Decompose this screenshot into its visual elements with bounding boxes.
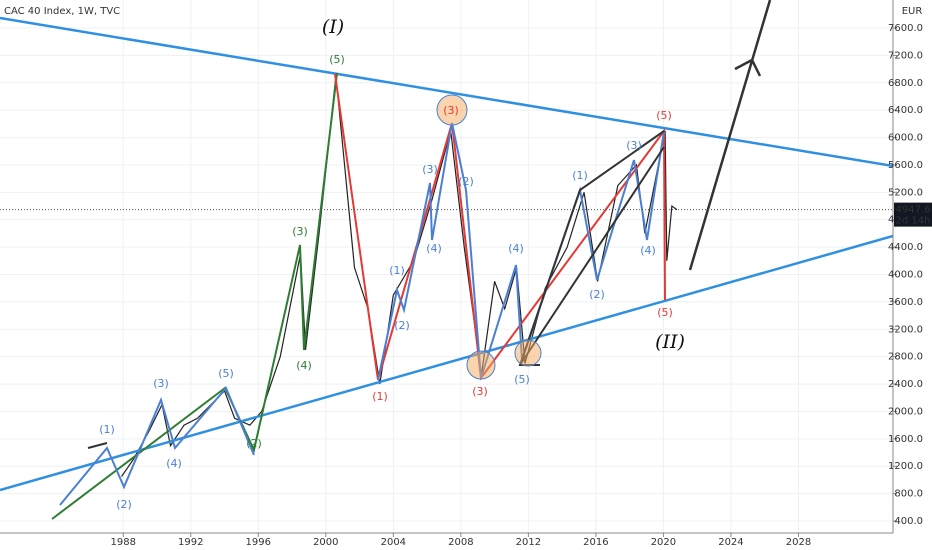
y-tick-label: 3600.0 bbox=[888, 297, 923, 308]
y-tick-label: 400.0 bbox=[894, 516, 923, 527]
x-tick-label: 2024 bbox=[718, 537, 743, 548]
wave-labels: (I) (II) (5) (3) (4) (5) (2) (1) (2) (3)… bbox=[99, 16, 685, 511]
y-tick-label: 4400.0 bbox=[888, 242, 923, 253]
wave-label: (4) bbox=[166, 457, 182, 470]
lower-trendline bbox=[0, 234, 894, 492]
y-tick-label: 1200.0 bbox=[888, 461, 923, 472]
wave-label: (4) bbox=[508, 242, 524, 255]
y-tick-label: 800.0 bbox=[894, 489, 923, 500]
wave-label: (3) bbox=[153, 377, 169, 390]
highlight-circle bbox=[466, 350, 496, 380]
y-tick-label: 6000.0 bbox=[888, 133, 923, 144]
x-tick-label: 2000 bbox=[313, 537, 338, 548]
wave-label: (3) bbox=[292, 225, 308, 238]
countdown-label: 2d 14h bbox=[896, 216, 931, 227]
wave-label: (II) bbox=[655, 331, 685, 353]
wave-label: (5) bbox=[656, 109, 672, 122]
wave-label: (2) bbox=[116, 498, 132, 511]
wave-label: (4) bbox=[640, 244, 656, 257]
upper-trendline bbox=[0, 16, 894, 168]
wave-label: (2) bbox=[458, 175, 474, 188]
y-tick-label: 7200.0 bbox=[888, 50, 923, 61]
price-axis-bg bbox=[893, 0, 932, 550]
wave-label: (5) bbox=[329, 53, 345, 66]
axes: 400.0 800.0 1200.0 1600.0 2000.0 2400.0 2800.0… bbox=[0, 23, 932, 548]
wave-label: (5) bbox=[514, 373, 530, 386]
y-tick-label: 3200.0 bbox=[888, 324, 923, 335]
y-tick-label: 2400.0 bbox=[888, 379, 923, 390]
x-tick-label: 1996 bbox=[246, 537, 271, 548]
wave-label: (1) bbox=[389, 264, 405, 277]
y-tick-label: 2000.0 bbox=[888, 406, 923, 417]
wave-label: (3) bbox=[422, 163, 438, 176]
green-wave bbox=[51, 72, 338, 520]
wave-label: (3) bbox=[626, 139, 642, 152]
x-tick-label: 1988 bbox=[111, 537, 136, 548]
wave-label: (1) bbox=[99, 423, 115, 436]
x-tick-label: 2012 bbox=[516, 537, 541, 548]
drawings bbox=[0, 0, 894, 520]
wave-label: (2) bbox=[589, 288, 605, 301]
y-tick-label: 5200.0 bbox=[888, 187, 923, 198]
y-tick-label: 2800.0 bbox=[888, 352, 923, 363]
last-price-label: 4947.6 bbox=[896, 205, 931, 216]
y-tick-label: 5600.0 bbox=[888, 160, 923, 171]
wave-label: (3) bbox=[472, 385, 488, 398]
x-tick-label: 2020 bbox=[651, 537, 676, 548]
x-tick-label: 1992 bbox=[178, 537, 203, 548]
wave-label: (5) bbox=[657, 306, 673, 319]
black-mark bbox=[87, 442, 108, 449]
x-tick-label: 2008 bbox=[448, 537, 473, 548]
grid bbox=[0, 0, 893, 533]
wave-label: (4) bbox=[296, 359, 312, 372]
x-tick-label: 2004 bbox=[381, 537, 406, 548]
wave-label: (2) bbox=[394, 319, 410, 332]
highlight-circle bbox=[514, 339, 542, 367]
wave-label: (4) bbox=[426, 242, 442, 255]
wave-label: (3) bbox=[443, 104, 459, 117]
x-tick-label: 2016 bbox=[583, 537, 608, 548]
wave-label: (1) bbox=[572, 169, 588, 182]
blue-wave-early bbox=[59, 386, 255, 506]
currency: EUR bbox=[902, 6, 923, 17]
wave-label: (I) bbox=[322, 16, 344, 38]
y-tick-label: 4000.0 bbox=[888, 270, 923, 281]
wave-label: (2) bbox=[246, 437, 262, 450]
wave-label: (1) bbox=[372, 390, 388, 403]
y-tick-label: 1600.0 bbox=[888, 434, 923, 445]
chart-title: CAC 40 Index, 1W, TVC bbox=[4, 6, 120, 17]
last-price-tag bbox=[894, 202, 932, 227]
y-tick-label: 6400.0 bbox=[888, 105, 923, 116]
x-tick-label: 2028 bbox=[786, 537, 811, 548]
arrow-head bbox=[734, 58, 762, 77]
y-tick-label: 6800.0 bbox=[888, 78, 923, 89]
y-tick-label: 7600.0 bbox=[888, 23, 923, 34]
highlight-circle bbox=[436, 94, 468, 126]
red-wave bbox=[334, 73, 666, 381]
wave-label: (5) bbox=[218, 367, 234, 380]
projection-arrow bbox=[688, 0, 772, 271]
black-channel-lower bbox=[519, 146, 665, 366]
